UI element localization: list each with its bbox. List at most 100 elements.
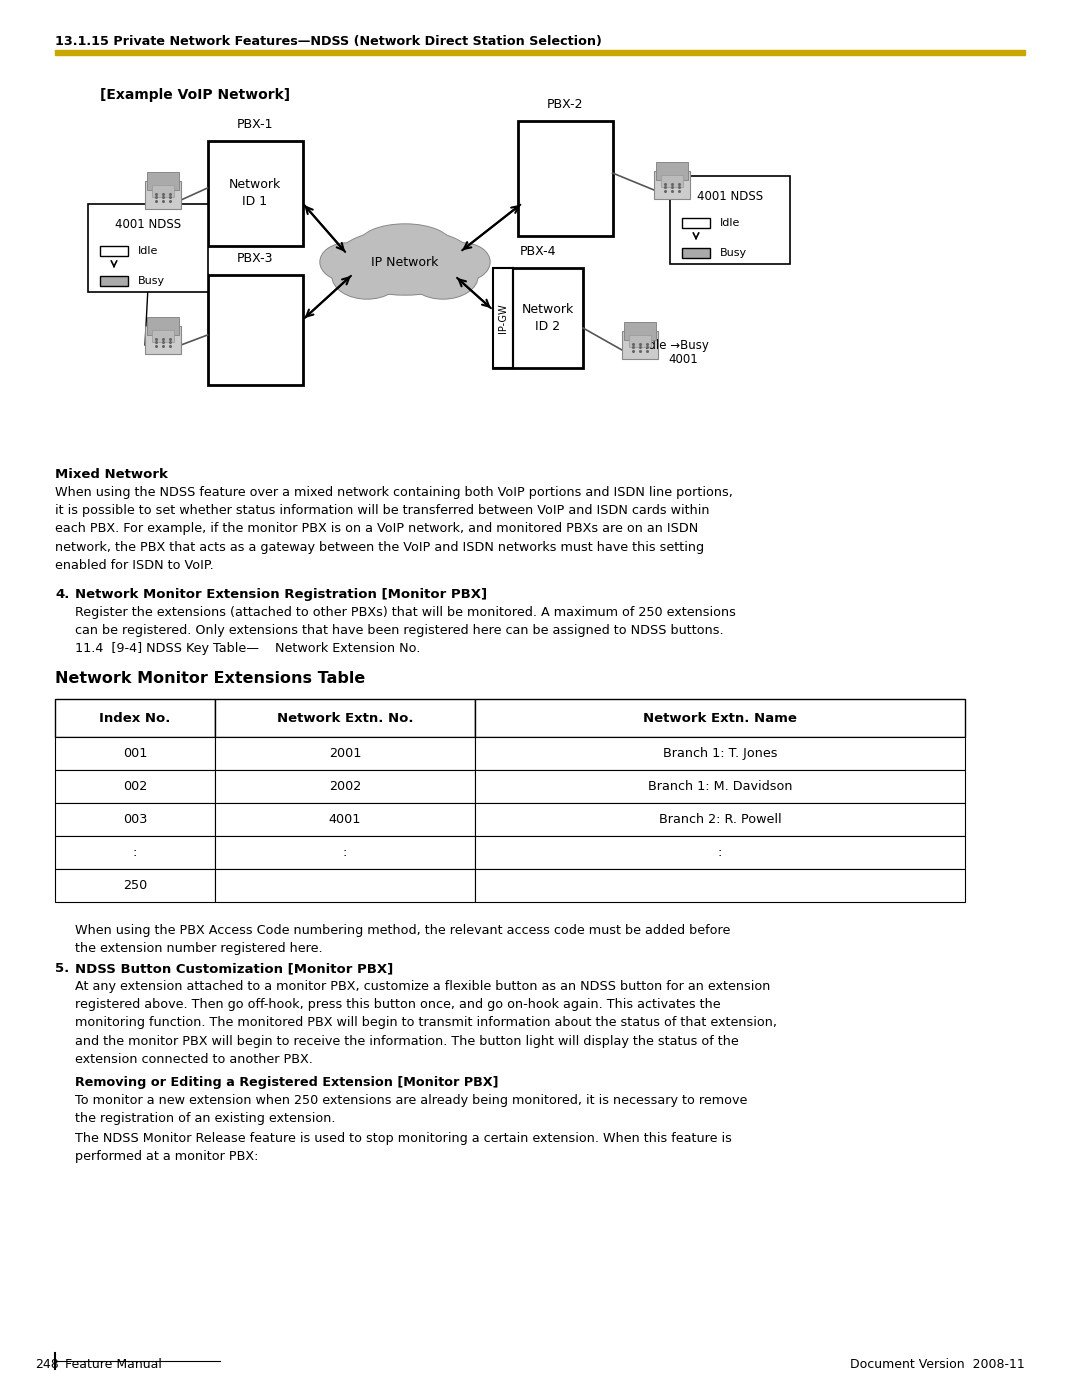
- Text: PBX-2: PBX-2: [546, 98, 583, 110]
- Text: :: :: [718, 847, 723, 859]
- Text: :: :: [133, 847, 137, 859]
- Text: 4001: 4001: [328, 813, 361, 826]
- Text: Network Extn. Name: Network Extn. Name: [643, 711, 797, 725]
- Bar: [475, 869, 966, 902]
- Ellipse shape: [409, 254, 477, 298]
- Ellipse shape: [321, 244, 373, 279]
- Bar: [475, 698, 966, 738]
- Bar: [492, 268, 583, 367]
- Text: IP Network: IP Network: [372, 256, 438, 268]
- Ellipse shape: [332, 253, 402, 299]
- Ellipse shape: [333, 254, 401, 298]
- Bar: [215, 770, 475, 803]
- Ellipse shape: [335, 231, 475, 293]
- Bar: [624, 321, 657, 341]
- Bar: [152, 331, 174, 342]
- Bar: [475, 803, 966, 835]
- Text: 2001: 2001: [328, 747, 361, 760]
- Bar: [55, 803, 215, 835]
- Text: Network
ID 1: Network ID 1: [229, 177, 281, 208]
- Bar: [207, 141, 302, 246]
- Ellipse shape: [334, 229, 476, 295]
- Text: 2002: 2002: [329, 780, 361, 793]
- Text: NDSS Button Customization [Monitor PBX]: NDSS Button Customization [Monitor PBX]: [75, 963, 393, 975]
- Bar: [670, 176, 789, 264]
- Text: Network
ID 2: Network ID 2: [522, 303, 575, 332]
- Text: 248: 248: [35, 1358, 58, 1370]
- Text: Network Monitor Extensions Table: Network Monitor Extensions Table: [55, 671, 365, 686]
- Bar: [147, 317, 179, 335]
- Bar: [55, 50, 1025, 54]
- Ellipse shape: [359, 224, 451, 264]
- Text: PBX-3: PBX-3: [237, 251, 273, 265]
- Text: Register the extensions (attached to other PBXs) that will be monitored. A maxim: Register the extensions (attached to oth…: [75, 606, 735, 655]
- Bar: [145, 326, 181, 355]
- Bar: [147, 172, 179, 190]
- Bar: [517, 120, 612, 236]
- Bar: [215, 803, 475, 835]
- Text: Index No.: Index No.: [99, 711, 171, 725]
- Text: Branch 1: T. Jones: Branch 1: T. Jones: [663, 747, 778, 760]
- Text: PBX-1: PBX-1: [237, 117, 273, 130]
- Text: [Example VoIP Network]: [Example VoIP Network]: [100, 88, 291, 102]
- Ellipse shape: [408, 253, 478, 299]
- Bar: [681, 249, 710, 258]
- Bar: [55, 869, 215, 902]
- Bar: [475, 770, 966, 803]
- Bar: [475, 835, 966, 869]
- Text: 4001 NDSS: 4001 NDSS: [697, 190, 764, 203]
- Ellipse shape: [360, 225, 450, 263]
- Text: Network Extn. No.: Network Extn. No.: [276, 711, 414, 725]
- Text: 4.: 4.: [55, 588, 69, 601]
- Bar: [100, 277, 129, 286]
- Bar: [87, 204, 208, 292]
- Text: 250: 250: [123, 879, 147, 893]
- Text: Busy: Busy: [138, 277, 165, 286]
- Text: :: :: [342, 847, 347, 859]
- Text: Document Version  2008-11: Document Version 2008-11: [850, 1358, 1025, 1370]
- Bar: [55, 698, 215, 738]
- Text: Removing or Editing a Registered Extension [Monitor PBX]: Removing or Editing a Registered Extensi…: [75, 1076, 499, 1090]
- Ellipse shape: [320, 243, 374, 281]
- Text: Idle: Idle: [138, 246, 159, 256]
- Text: PBX-4: PBX-4: [519, 244, 556, 258]
- Ellipse shape: [436, 243, 490, 281]
- Bar: [215, 698, 475, 738]
- Text: Feature Manual: Feature Manual: [65, 1358, 162, 1370]
- Text: 002: 002: [123, 780, 147, 793]
- Text: 4001 NDSS: 4001 NDSS: [114, 218, 181, 231]
- Bar: [661, 176, 683, 187]
- Ellipse shape: [437, 244, 489, 279]
- Text: Idle: Idle: [720, 218, 741, 228]
- Bar: [215, 869, 475, 902]
- Text: Branch 1: M. Davidson: Branch 1: M. Davidson: [648, 780, 793, 793]
- Bar: [207, 275, 302, 386]
- Text: When using the NDSS feature over a mixed network containing both VoIP portions a: When using the NDSS feature over a mixed…: [55, 486, 733, 571]
- Bar: [145, 180, 181, 210]
- Text: The NDSS Monitor Release feature is used to stop monitoring a certain extension.: The NDSS Monitor Release feature is used…: [75, 1132, 732, 1164]
- Bar: [492, 268, 513, 367]
- Text: Network Monitor Extension Registration [Monitor PBX]: Network Monitor Extension Registration […: [75, 588, 487, 601]
- Bar: [630, 335, 651, 348]
- Bar: [622, 331, 658, 359]
- Text: At any extension attached to a monitor PBX, customize a flexible button as an ND: At any extension attached to a monitor P…: [75, 981, 777, 1066]
- Text: When using the PBX Access Code numbering method, the relevant access code must b: When using the PBX Access Code numbering…: [75, 923, 730, 956]
- Bar: [654, 170, 690, 200]
- Bar: [215, 835, 475, 869]
- Text: 4001: 4001: [669, 353, 698, 366]
- Bar: [55, 738, 215, 770]
- Bar: [475, 738, 966, 770]
- Text: Mixed Network: Mixed Network: [55, 468, 167, 481]
- Text: Busy: Busy: [720, 249, 747, 258]
- Text: Idle →Busy: Idle →Busy: [645, 339, 708, 352]
- Text: 13.1.15 Private Network Features—NDSS (Network Direct Station Selection): 13.1.15 Private Network Features—NDSS (N…: [55, 35, 602, 47]
- Bar: [55, 835, 215, 869]
- Bar: [55, 770, 215, 803]
- Text: Branch 2: R. Powell: Branch 2: R. Powell: [659, 813, 781, 826]
- Bar: [656, 162, 688, 180]
- Text: 001: 001: [123, 747, 147, 760]
- Text: 5.: 5.: [55, 963, 69, 975]
- Bar: [681, 218, 710, 228]
- Bar: [215, 738, 475, 770]
- Text: 003: 003: [123, 813, 147, 826]
